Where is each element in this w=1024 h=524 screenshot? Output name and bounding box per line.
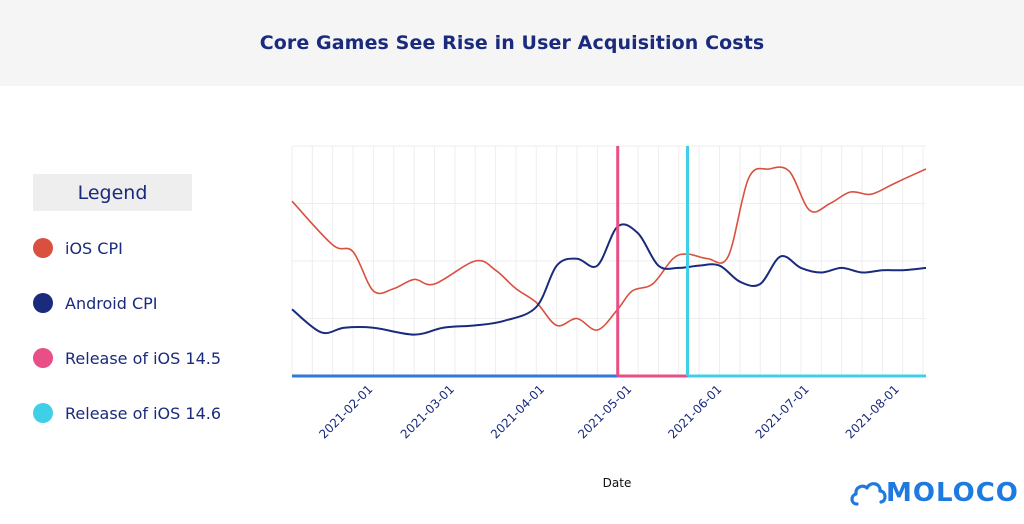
legend-item-android-cpi[interactable]: Android CPI (33, 291, 157, 315)
x-tick-label: 2021-04-01 (488, 382, 547, 441)
cloud-icon (850, 482, 887, 506)
moloco-logo: MOLOCO (848, 478, 1019, 508)
legend-title: Legend (77, 181, 148, 204)
legend-item-ios-14-5[interactable]: Release of iOS 14.5 (33, 346, 221, 370)
legend-item-ios-14-6[interactable]: Release of iOS 14.6 (33, 401, 221, 425)
x-tick-label: 2021-05-01 (575, 382, 634, 441)
legend-label: Android CPI (65, 293, 158, 313)
x-tick-label: 2021-08-01 (843, 382, 902, 441)
legend-marker (33, 348, 53, 368)
legend-label: iOS CPI (65, 238, 123, 258)
legend-label: Release of iOS 14.5 (65, 348, 222, 368)
legend-marker (33, 293, 53, 313)
legend-marker (33, 403, 53, 423)
legend-header: Legend (33, 174, 192, 211)
x-tick-label: 2021-03-01 (398, 382, 457, 441)
x-tick-label: 2021-06-01 (665, 382, 724, 441)
legend-marker (33, 238, 53, 258)
x-tick-label: 2021-02-01 (316, 382, 375, 441)
x-tick-label: 2021-07-01 (753, 382, 812, 441)
logo-text: MOLOCO (886, 478, 1019, 508)
series-line-android-cpi (291, 223, 927, 336)
chart-header: Core Games See Rise in User Acquisition … (0, 0, 1024, 86)
legend-item-ios-cpi[interactable]: iOS CPI (33, 236, 123, 260)
legend-label: Release of iOS 14.6 (65, 403, 222, 423)
series-line-ios-cpi (291, 166, 927, 331)
chart-title: Core Games See Rise in User Acquisition … (259, 32, 765, 54)
x-axis-title: Date (603, 476, 632, 490)
